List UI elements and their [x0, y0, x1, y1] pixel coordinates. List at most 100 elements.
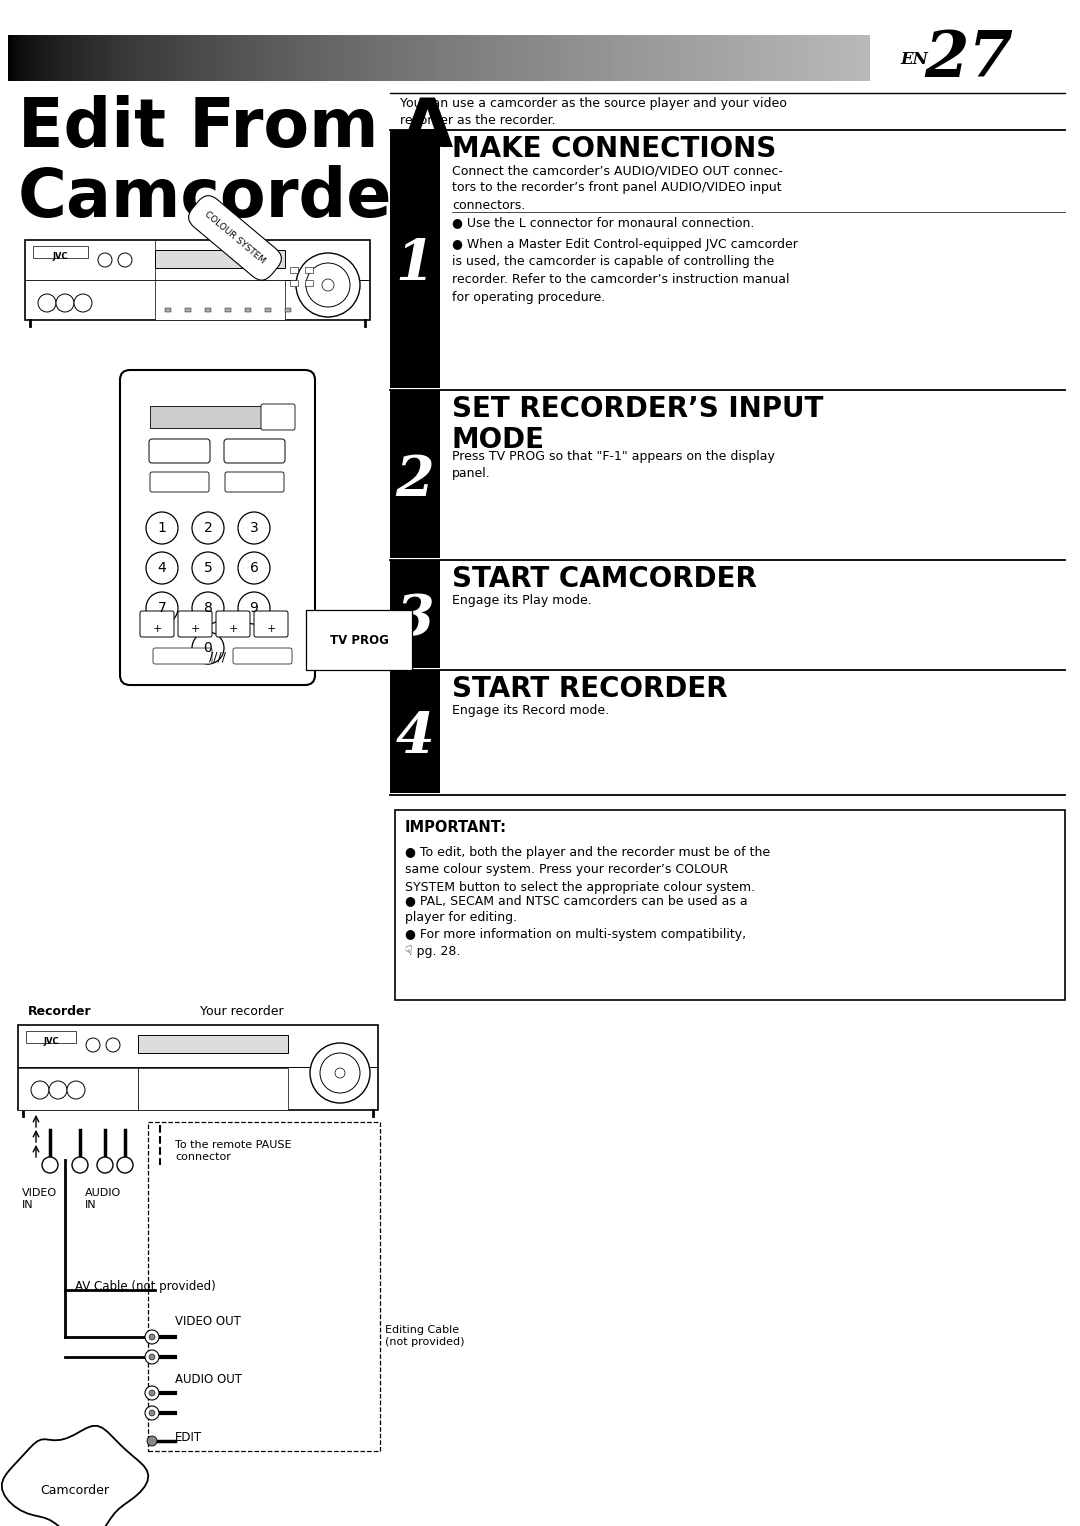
Bar	[8, 35, 12, 81]
Bar	[629, 35, 633, 81]
Bar	[430, 35, 434, 81]
Text: AUDIO
IN: AUDIO IN	[85, 1189, 121, 1210]
Bar	[930, 35, 934, 81]
Text: Camcorder: Camcorder	[18, 165, 426, 230]
Bar	[785, 35, 788, 81]
Bar	[554, 35, 558, 81]
FancyBboxPatch shape	[224, 439, 285, 462]
Circle shape	[86, 1038, 100, 1051]
Bar	[203, 35, 207, 81]
Bar	[281, 35, 285, 81]
Bar	[607, 35, 611, 81]
Bar	[1040, 35, 1044, 81]
FancyBboxPatch shape	[149, 439, 210, 462]
Bar	[245, 35, 249, 81]
FancyBboxPatch shape	[178, 610, 212, 636]
Bar	[657, 35, 661, 81]
Bar	[125, 35, 130, 81]
Text: 5: 5	[204, 562, 213, 575]
Bar	[93, 35, 97, 81]
Bar	[458, 35, 462, 81]
Bar	[18, 1068, 138, 1109]
Bar	[1057, 35, 1062, 81]
Bar	[57, 35, 62, 81]
Bar	[107, 35, 111, 81]
Circle shape	[146, 592, 178, 624]
Bar	[1062, 35, 1065, 81]
Text: VIDEO OUT: VIDEO OUT	[175, 1315, 241, 1328]
Bar	[490, 35, 495, 81]
Circle shape	[310, 1042, 370, 1103]
Bar	[1023, 35, 1026, 81]
Bar	[214, 35, 218, 81]
Bar	[146, 35, 150, 81]
Bar	[444, 35, 448, 81]
Bar	[1001, 35, 1005, 81]
Bar	[305, 279, 313, 285]
Bar	[390, 560, 440, 668]
Bar	[189, 35, 193, 81]
Bar	[672, 35, 675, 81]
Bar	[706, 35, 711, 81]
Bar	[508, 35, 512, 81]
Bar	[927, 35, 931, 81]
Bar	[256, 35, 260, 81]
Bar	[604, 35, 608, 81]
Bar	[795, 35, 799, 81]
Bar	[934, 35, 937, 81]
Bar	[391, 35, 395, 81]
Bar	[1004, 35, 1009, 81]
Bar	[205, 308, 211, 311]
Bar	[437, 35, 442, 81]
Circle shape	[238, 592, 270, 624]
Bar	[291, 279, 298, 285]
Bar	[181, 35, 186, 81]
Bar	[678, 35, 683, 81]
Bar	[600, 35, 605, 81]
FancyBboxPatch shape	[153, 649, 212, 664]
Bar	[416, 35, 420, 81]
Bar	[937, 35, 942, 81]
Bar	[1018, 35, 1023, 81]
Bar	[82, 35, 86, 81]
Text: Your recorder: Your recorder	[200, 1006, 284, 1018]
Text: Edit From A: Edit From A	[18, 95, 454, 162]
Bar	[990, 35, 995, 81]
Bar	[501, 35, 505, 81]
Bar	[399, 35, 402, 81]
Bar	[335, 35, 338, 81]
Circle shape	[296, 253, 360, 317]
Circle shape	[98, 253, 112, 267]
Text: ● To edit, both the player and the recorder must be of the
same colour system. P: ● To edit, both the player and the recor…	[405, 845, 770, 894]
Bar	[686, 35, 689, 81]
Bar	[753, 35, 757, 81]
FancyBboxPatch shape	[225, 472, 284, 491]
Bar	[529, 35, 534, 81]
Bar	[231, 35, 235, 81]
Bar	[157, 35, 161, 81]
Bar	[65, 35, 69, 81]
Bar	[369, 35, 374, 81]
Circle shape	[238, 552, 270, 584]
Bar	[349, 35, 352, 81]
Bar	[618, 35, 622, 81]
Bar	[338, 35, 342, 81]
Bar	[433, 35, 437, 81]
Bar	[731, 35, 735, 81]
Text: 3: 3	[249, 520, 258, 536]
Bar	[831, 35, 835, 81]
Bar	[138, 1068, 288, 1109]
Bar	[249, 35, 253, 81]
Bar	[253, 35, 257, 81]
Bar	[582, 35, 586, 81]
Bar	[661, 35, 664, 81]
Text: 2: 2	[204, 520, 213, 536]
Text: 4: 4	[395, 710, 434, 765]
Text: 0: 0	[204, 641, 213, 655]
Bar	[156, 279, 285, 320]
Bar	[962, 35, 967, 81]
Bar	[480, 35, 484, 81]
Bar	[735, 35, 739, 81]
Text: START RECORDER: START RECORDER	[453, 674, 728, 703]
Bar	[756, 35, 760, 81]
